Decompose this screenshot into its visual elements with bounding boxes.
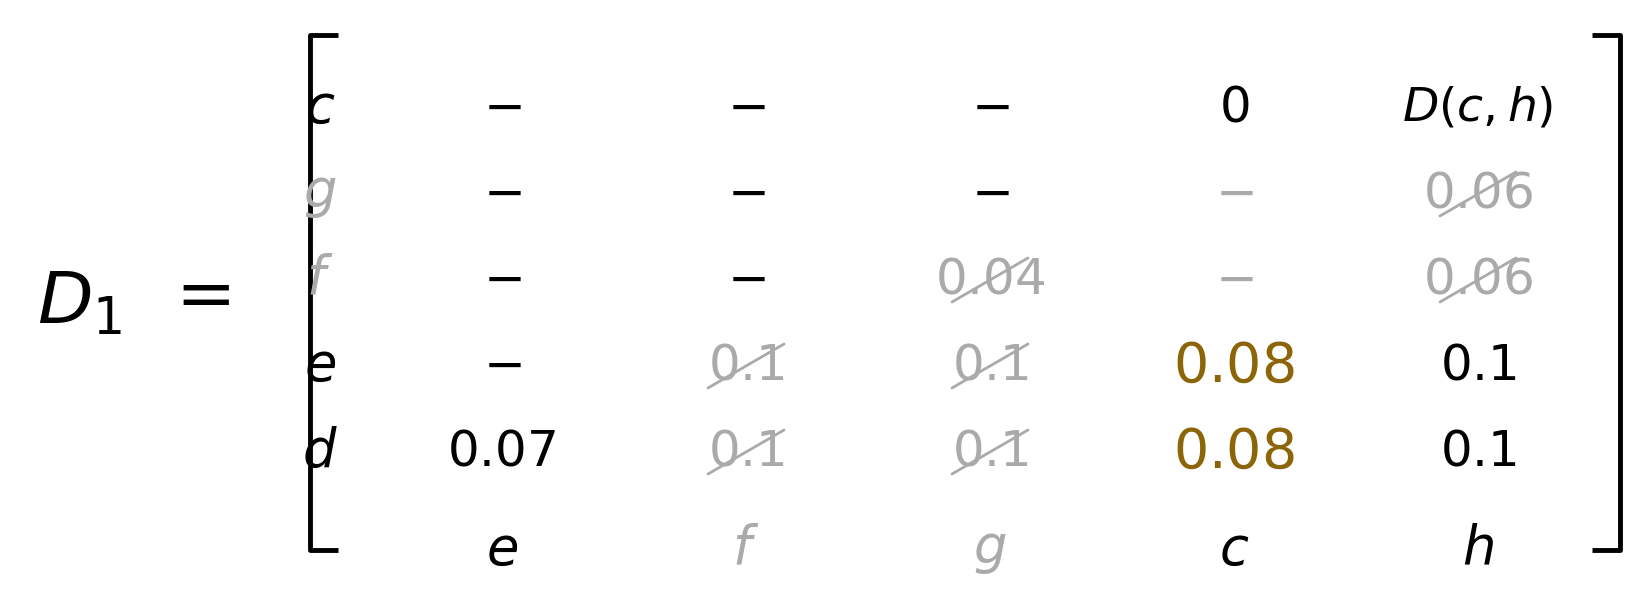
Text: $0.04$: $0.04$ — [934, 255, 1045, 305]
Text: $-$: $-$ — [727, 169, 765, 219]
Text: $0.1$: $0.1$ — [951, 427, 1028, 477]
Text: $0.1$: $0.1$ — [707, 427, 784, 477]
Text: $0.1$: $0.1$ — [1439, 427, 1516, 477]
Text: $-$: $-$ — [1215, 169, 1252, 219]
Text: $\mathit{e}$: $\mathit{e}$ — [303, 341, 336, 391]
Text: $0.06$: $0.06$ — [1422, 255, 1533, 305]
Text: $\mathit{D}_1$: $\mathit{D}_1$ — [38, 268, 122, 338]
Text: $0.06$: $0.06$ — [1422, 169, 1533, 219]
Text: $0$: $0$ — [1218, 83, 1249, 132]
Text: $-$: $-$ — [971, 169, 1009, 219]
Text: $-$: $-$ — [483, 255, 521, 305]
Text: $0.08$: $0.08$ — [1172, 425, 1294, 480]
Text: $-$: $-$ — [971, 83, 1009, 132]
Text: $D(c,h)$: $D(c,h)$ — [1401, 85, 1552, 131]
Text: $-$: $-$ — [727, 83, 765, 132]
Text: $-$: $-$ — [727, 255, 765, 305]
Text: $\mathit{g}$: $\mathit{g}$ — [303, 169, 336, 220]
Text: $\mathit{c}$: $\mathit{c}$ — [1218, 525, 1249, 575]
Text: $\mathit{f}$: $\mathit{f}$ — [307, 255, 333, 306]
Text: $\mathit{c}$: $\mathit{c}$ — [305, 82, 335, 134]
Text: $\mathit{f}$: $\mathit{f}$ — [732, 525, 760, 575]
Text: $0.1$: $0.1$ — [707, 341, 784, 391]
Text: $\mathit{e}$: $\mathit{e}$ — [486, 525, 517, 575]
Text: $-$: $-$ — [1215, 255, 1252, 305]
Text: $-$: $-$ — [483, 169, 521, 219]
Text: $0.1$: $0.1$ — [951, 341, 1028, 391]
Text: $\mathit{h}$: $\mathit{h}$ — [1462, 525, 1493, 575]
Text: $0.08$: $0.08$ — [1172, 339, 1294, 393]
Text: $0.07$: $0.07$ — [447, 427, 557, 477]
Text: $\mathit{g}$: $\mathit{g}$ — [972, 525, 1007, 575]
Text: $-$: $-$ — [483, 341, 521, 391]
Text: $=$: $=$ — [160, 260, 229, 330]
Text: $\mathit{d}$: $\mathit{d}$ — [302, 427, 338, 477]
Text: $0.1$: $0.1$ — [1439, 341, 1516, 391]
Text: $-$: $-$ — [483, 83, 521, 132]
